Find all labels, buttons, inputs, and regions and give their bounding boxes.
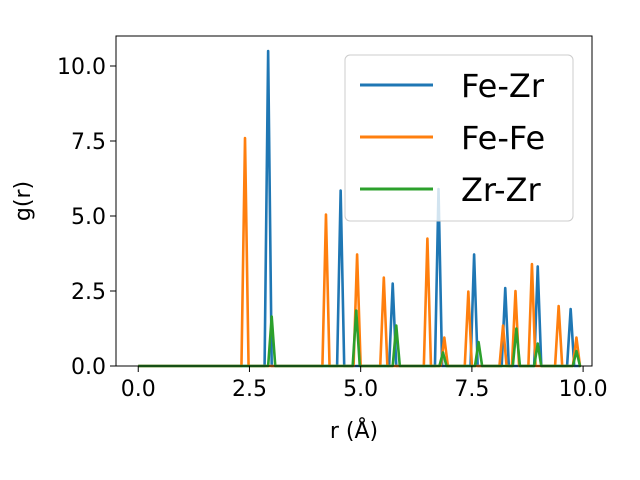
axes-frame <box>115 35 593 367</box>
y-axis-label: g(r) <box>11 181 36 221</box>
legend-label: Fe-Fe <box>461 119 545 157</box>
x-axis: 0.0 2.5 5.0 7.5 10.0 <box>121 366 608 402</box>
legend-box <box>344 54 574 222</box>
legend: Fe-Zr Fe-Fe Zr-Zr <box>344 54 574 222</box>
y-tick-label: 2.5 <box>71 280 106 305</box>
x-axis-label: r (Å) <box>330 417 378 444</box>
legend-label: Fe-Zr <box>461 67 545 105</box>
y-tick-label: 0.0 <box>71 355 106 380</box>
x-tick-label: 2.5 <box>232 377 267 402</box>
x-tick-label: 0.0 <box>121 377 156 402</box>
x-tick-label: 5.0 <box>343 377 378 402</box>
y-tick-label: 7.5 <box>71 130 106 155</box>
y-tick-label: 5.0 <box>71 205 106 230</box>
x-tick-label: 10.0 <box>559 377 608 402</box>
y-tick-label: 10.0 <box>57 55 106 80</box>
y-axis: 0.0 2.5 5.0 7.5 10.0 <box>57 55 116 380</box>
x-tick-label: 7.5 <box>454 377 489 402</box>
legend-label: Zr-Zr <box>461 171 542 209</box>
